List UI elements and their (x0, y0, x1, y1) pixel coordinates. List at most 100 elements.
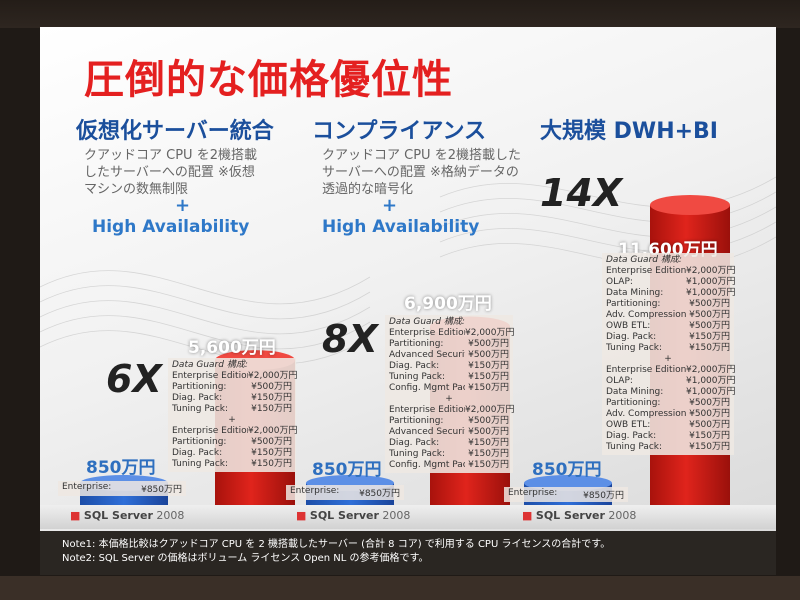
room-wall-top (0, 0, 800, 28)
cost-item-value: ¥500万円 (689, 398, 730, 408)
multiplier-14x: 14X (540, 171, 623, 215)
price-label-virtualization: 5,600万円 (188, 338, 276, 358)
cost-item-value: ¥2,000万円 (465, 405, 515, 415)
cost-item-value: ¥2,000万円 (465, 328, 515, 338)
cost-line-item: Partitioning: ¥500万円 (389, 416, 509, 427)
cost-item-label: Partitioning: (606, 398, 661, 408)
cost-item-label: Partitioning: (389, 416, 444, 426)
cost-item-value: ¥500万円 (468, 427, 509, 437)
cost-line-item: Adv. Compression: ¥500万円 (606, 310, 730, 321)
cost-item-value: ¥2,000万円 (248, 371, 298, 381)
cost-item-value: ¥150万円 (689, 431, 730, 441)
cost-line-item: Partitioning: ¥500万円 (606, 398, 730, 409)
sql-server-logo-1: ■ SQL Server 2008 (70, 509, 185, 522)
cost-item-value: ¥1,000万円 (686, 387, 736, 397)
cost-line-item: Enterprise Edition: ¥2,000万円 (606, 266, 736, 277)
notes-bar (40, 531, 776, 575)
cost-line-item: Adv. Compression: ¥500万円 (606, 409, 730, 420)
cost-line-item: Enterprise Edition: ¥2,000万円 (172, 426, 298, 437)
cost-line-item: Diag. Pack: ¥150万円 (389, 361, 509, 372)
ha-compliance: High Availability (322, 217, 480, 237)
cost-line-item: Data Mining: ¥1,000万円 (606, 387, 736, 398)
cost-item-label: Enterprise Edition: (172, 371, 248, 381)
cost-item-value: ¥2,000万円 (686, 266, 736, 276)
cost-line-item: Partitioning: ¥500万円 (389, 339, 509, 350)
cost-line-item: Enterprise Edition: ¥2,000万円 (606, 365, 736, 376)
cost-line-item: OLAP: ¥1,000万円 (606, 277, 736, 288)
cost-line-item: Partitioning: ¥500万円 (172, 437, 292, 448)
cost-item-label: OWB ETL: (606, 420, 651, 430)
breakdown-box-virtualization: Data Guard 構成: Enterprise Edition: ¥2,000… (168, 358, 298, 472)
cost-item-value: ¥500万円 (689, 409, 730, 419)
cost-item-label: Adv. Compression: (606, 310, 686, 320)
cost-line-item: OLAP: ¥1,000万円 (606, 376, 736, 387)
cost-line-item: OWB ETL: ¥500万円 (606, 321, 730, 332)
base-price-compliance: 850万円 (312, 460, 382, 480)
cost-item-value: ¥1,000万円 (686, 376, 736, 386)
cost-item-label: Diag. Pack: (606, 332, 657, 342)
cost-line-item: Tuning Pack: ¥150万円 (172, 404, 292, 415)
cost-item-label: Tuning Pack: (389, 449, 446, 459)
cost-item-value: ¥1,000万円 (686, 277, 736, 287)
cost-item-value: ¥2,000万円 (686, 365, 736, 375)
box-plus: + (664, 354, 672, 364)
cost-item-value: ¥500万円 (468, 416, 509, 426)
cost-item-value: ¥150万円 (468, 372, 509, 382)
cost-line-item: Tuning Pack: ¥150万円 (389, 372, 509, 383)
cost-line-item: Diag. Pack: ¥150万円 (606, 332, 730, 343)
cost-item-label: Tuning Pack: (606, 343, 663, 353)
cost-line-item: Advanced Security:¥500万円 (389, 350, 509, 361)
cost-line-item: Data Mining: ¥1,000万円 (606, 288, 736, 299)
heading-virtualization: 仮想化サーバー統合 (76, 119, 274, 144)
cost-line-item: Diag. Pack: ¥150万円 (172, 393, 292, 404)
cost-line-item: Config. Mgmt Pack:¥150万円 (389, 383, 509, 394)
cost-item-value: ¥500万円 (689, 299, 730, 309)
cost-item-label: OLAP: (606, 376, 633, 386)
cost-item-label: Adv. Compression: (606, 409, 686, 419)
cost-item-label: Tuning Pack: (389, 372, 446, 382)
multiplier-8x: 8X (322, 317, 378, 361)
cost-item-label: Enterprise Edition: (172, 426, 248, 436)
cost-item-label: Enterprise Edition: (389, 405, 465, 415)
enterprise-label-virtualization: Enterprise: ¥850万円 (58, 481, 186, 496)
cost-item-value: ¥150万円 (468, 361, 509, 371)
enterprise-label-compliance: Enterprise: ¥850万円 (286, 485, 404, 500)
desc-virtualization: クアッドコア CPU を2機搭載したサーバーへの配置 ※仮想マシンの数無制限 (84, 148, 257, 197)
cost-line-item: Tuning Pack: ¥150万円 (389, 449, 509, 460)
cost-item-value: ¥150万円 (251, 448, 292, 458)
logo-strip (40, 505, 776, 529)
box-plus: + (445, 394, 453, 404)
sql-server-logo-2: ■ SQL Server 2008 (296, 509, 411, 522)
box-plus: + (228, 415, 236, 425)
cost-item-value: ¥500万円 (689, 420, 730, 430)
sql-server-logo-3: ■ SQL Server 2008 (522, 509, 637, 522)
breakdown-box-compliance: Data Guard 構成: Enterprise Edition: ¥2,000… (385, 315, 515, 473)
multiplier-6x: 6X (106, 357, 162, 401)
cost-item-value: ¥150万円 (468, 449, 509, 459)
cost-item-value: ¥150万円 (468, 383, 509, 393)
cost-item-label: Enterprise Edition: (606, 365, 686, 375)
cost-item-value: ¥150万円 (251, 393, 292, 403)
cost-item-label: Partitioning: (389, 339, 444, 349)
cost-item-label: OLAP: (606, 277, 633, 287)
cost-item-value: ¥150万円 (251, 459, 292, 469)
cost-line-item: Partitioning: ¥500万円 (606, 299, 730, 310)
cost-item-value: ¥500万円 (251, 437, 292, 447)
cost-item-value: ¥2,000万円 (248, 426, 298, 436)
room-floor (0, 576, 800, 600)
cost-line-item: Enterprise Edition: ¥2,000万円 (389, 328, 515, 339)
enterprise-label-dwh-bi: Enterprise: ¥850万円 (504, 487, 628, 502)
cost-item-label: Partitioning: (606, 299, 661, 309)
cost-item-label: Advanced Security: (389, 427, 465, 437)
windows-flag-icon: ■ (296, 509, 307, 522)
cost-item-label: Config. Mgmt Pack: (389, 383, 465, 393)
note-2: Note2: SQL Server の価格はボリューム ライセンス Open N… (62, 553, 429, 564)
cost-item-label: OWB ETL: (606, 321, 651, 331)
cost-item-label: Diag. Pack: (172, 393, 223, 403)
cost-item-label: Tuning Pack: (172, 404, 229, 414)
cost-line-item: Diag. Pack: ¥150万円 (172, 448, 292, 459)
cost-item-label: Tuning Pack: (172, 459, 229, 469)
cost-line-item: Tuning Pack: ¥150万円 (172, 459, 292, 470)
cost-item-label: Enterprise Edition: (389, 328, 465, 338)
cost-item-value: ¥1,000万円 (686, 288, 736, 298)
